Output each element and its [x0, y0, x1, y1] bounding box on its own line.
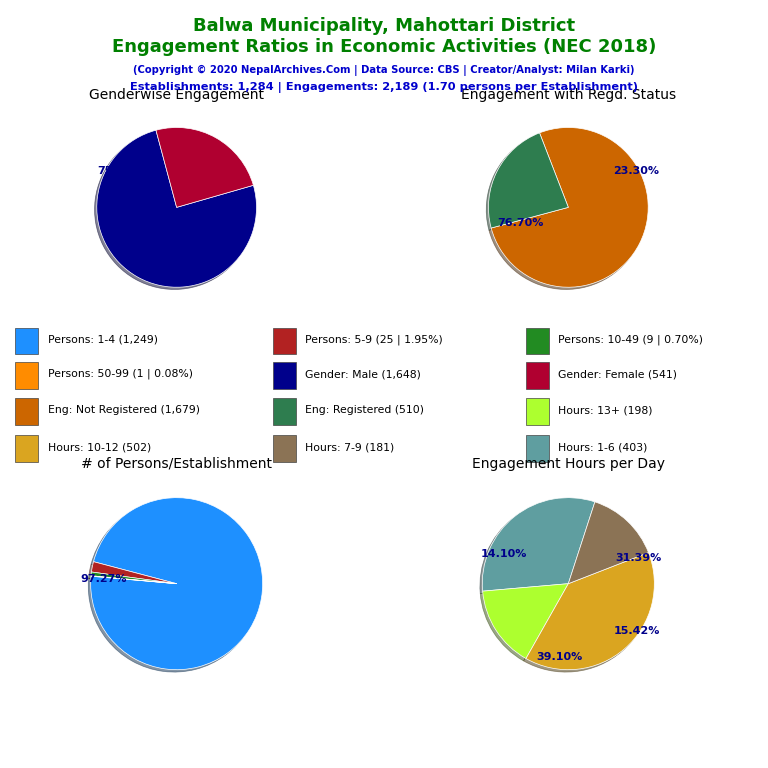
Bar [526, 435, 549, 462]
Bar [15, 362, 38, 389]
Wedge shape [91, 498, 263, 670]
Text: 14.10%: 14.10% [481, 548, 527, 558]
Text: 31.39%: 31.39% [616, 553, 662, 563]
Bar [273, 327, 296, 355]
Text: Engagement Ratios in Economic Activities (NEC 2018): Engagement Ratios in Economic Activities… [112, 38, 656, 56]
Text: Eng: Registered (510): Eng: Registered (510) [305, 405, 424, 415]
Wedge shape [97, 131, 257, 287]
Bar [526, 362, 549, 389]
Wedge shape [482, 584, 568, 658]
Bar [15, 327, 38, 355]
Text: Persons: 50-99 (1 | 0.08%): Persons: 50-99 (1 | 0.08%) [48, 369, 193, 379]
Title: # of Persons/Establishment: # of Persons/Establishment [81, 457, 272, 471]
Text: Hours: 7-9 (181): Hours: 7-9 (181) [305, 442, 394, 452]
Wedge shape [91, 572, 177, 584]
Text: 15.42%: 15.42% [614, 626, 660, 636]
Wedge shape [488, 133, 568, 228]
Bar [273, 435, 296, 462]
Wedge shape [91, 576, 177, 584]
Text: Hours: 10-12 (502): Hours: 10-12 (502) [48, 442, 151, 452]
Bar [15, 398, 38, 425]
Title: Genderwise Engagement: Genderwise Engagement [89, 88, 264, 102]
Wedge shape [492, 127, 648, 287]
Text: Hours: 1-6 (403): Hours: 1-6 (403) [558, 442, 647, 452]
Text: Balwa Municipality, Mahottari District: Balwa Municipality, Mahottari District [193, 17, 575, 35]
Text: Eng: Not Registered (1,679): Eng: Not Registered (1,679) [48, 405, 200, 415]
Text: Persons: 1-4 (1,249): Persons: 1-4 (1,249) [48, 335, 157, 345]
Text: 75.29%: 75.29% [98, 167, 144, 177]
Bar [526, 398, 549, 425]
Text: Persons: 10-49 (9 | 0.70%): Persons: 10-49 (9 | 0.70%) [558, 334, 703, 345]
Text: 76.70%: 76.70% [497, 218, 544, 228]
Text: 97.27%: 97.27% [81, 574, 127, 584]
Wedge shape [526, 552, 654, 670]
Bar [526, 327, 549, 355]
Bar [273, 398, 296, 425]
Bar [15, 435, 38, 462]
Text: Hours: 13+ (198): Hours: 13+ (198) [558, 405, 653, 415]
Text: 39.10%: 39.10% [537, 652, 583, 662]
Text: Establishments: 1,284 | Engagements: 2,189 (1.70 persons per Establishment): Establishments: 1,284 | Engagements: 2,1… [130, 82, 638, 93]
Wedge shape [568, 502, 648, 584]
Wedge shape [91, 561, 177, 584]
Text: Persons: 5-9 (25 | 1.95%): Persons: 5-9 (25 | 1.95%) [305, 334, 442, 345]
Title: Engagement Hours per Day: Engagement Hours per Day [472, 457, 665, 471]
Text: (Copyright © 2020 NepalArchives.Com | Data Source: CBS | Creator/Analyst: Milan : (Copyright © 2020 NepalArchives.Com | Da… [134, 65, 634, 75]
Wedge shape [482, 498, 595, 591]
Title: Engagement with Regd. Status: Engagement with Regd. Status [461, 88, 676, 102]
Text: Gender: Male (1,648): Gender: Male (1,648) [305, 369, 421, 379]
Text: 23.30%: 23.30% [613, 167, 659, 177]
Text: Gender: Female (541): Gender: Female (541) [558, 369, 677, 379]
Wedge shape [156, 127, 253, 207]
Bar [273, 362, 296, 389]
Text: 24.71%: 24.71% [190, 247, 236, 257]
